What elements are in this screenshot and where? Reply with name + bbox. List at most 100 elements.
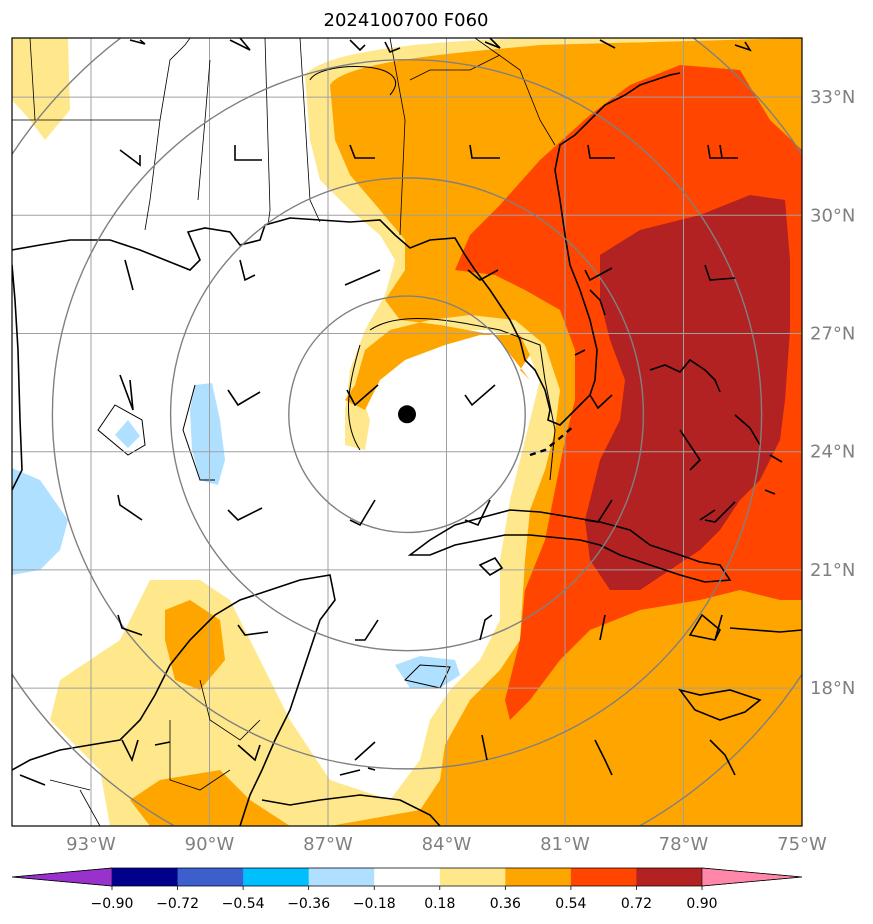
wind-barb — [234, 145, 262, 161]
lon-tick-label: 81°W — [540, 834, 590, 855]
colorbar-segment — [439, 868, 506, 886]
colorbar-segment — [177, 868, 244, 886]
jamaica — [688, 613, 802, 641]
colorbar-tick-label: 0.36 — [490, 896, 521, 912]
wind-barb — [117, 614, 143, 636]
contour-lines — [97, 66, 556, 689]
lon-tick-label: 93°W — [66, 834, 116, 855]
field-neg-small-patch — [115, 420, 140, 448]
wind-barb — [599, 39, 616, 49]
wind-barb — [354, 741, 376, 761]
wind-barb — [707, 144, 738, 159]
wind-barbs — [19, 38, 752, 786]
map-title: 2024100700 F060 — [324, 10, 489, 31]
wind-barb — [229, 38, 251, 51]
range-ring — [51, 58, 763, 770]
wind-barb — [719, 144, 723, 159]
state-borders — [12, 38, 556, 236]
wind-barb — [129, 39, 146, 45]
lat-tick-label: 21°N — [810, 560, 855, 581]
field-neg-west-gulf — [12, 468, 68, 575]
colorbar-tick-label: −0.72 — [156, 896, 199, 912]
wind-barb — [237, 624, 269, 636]
florida-keys — [529, 424, 576, 457]
wind-barb — [484, 38, 501, 49]
lon-tick-label: 90°W — [185, 834, 235, 855]
wind-barb — [119, 149, 141, 167]
wind-barb — [355, 619, 379, 641]
wind-barb — [237, 744, 261, 762]
colorbar-extend-low — [11, 867, 113, 887]
colorbar-tick-label: 0.90 — [686, 896, 717, 912]
range-rings — [12, 38, 802, 826]
colorbar-tick-label: −0.18 — [353, 896, 396, 912]
latitude-labels: 18°N 21°N 24°N 27°N 30°N 33°N — [810, 87, 855, 699]
wind-barb — [349, 39, 366, 52]
wind-barb — [584, 499, 613, 523]
colorbar-extend-high — [701, 867, 803, 887]
map-panel — [12, 38, 802, 826]
wind-barb — [339, 767, 376, 776]
wind-barb — [117, 494, 143, 521]
mexico-coastline — [12, 264, 336, 826]
range-ring — [288, 295, 526, 534]
isla-juventud — [478, 556, 504, 577]
colorbar-segment — [636, 868, 703, 886]
bahamas — [574, 289, 783, 521]
country-borders — [49, 679, 261, 826]
cuba-coastline — [407, 509, 732, 583]
wind-barb — [227, 389, 261, 407]
lat-tick-label: 33°N — [810, 87, 855, 108]
wind-barb — [124, 259, 134, 291]
field-0.72-0.90 — [585, 195, 790, 590]
wind-barb — [349, 144, 375, 159]
wind-barb — [464, 384, 496, 407]
colorbar-segment — [308, 868, 375, 886]
wind-barb — [599, 614, 606, 641]
range-ring — [169, 177, 645, 652]
wind-barb — [589, 394, 613, 410]
colorbar-segment — [112, 868, 179, 886]
colorbar-segment — [505, 868, 572, 886]
lon-tick-label: 75°W — [777, 834, 827, 855]
wind-barb — [239, 259, 256, 282]
colorbar-tick-label: −0.36 — [287, 896, 330, 912]
colorbar-tick-label: −0.54 — [222, 896, 265, 912]
wind-barb — [594, 739, 613, 776]
wind-barb — [587, 144, 615, 159]
lon-tick-label: 87°W — [303, 834, 353, 855]
lon-tick-label: 84°W — [422, 834, 472, 855]
colorbar-tick-label: 0.18 — [424, 896, 455, 912]
storm-center-marker — [398, 405, 416, 424]
colorbar-segment — [243, 868, 310, 886]
colorbar-segment — [374, 868, 441, 886]
wind-barb — [584, 267, 613, 282]
wind-barb — [119, 374, 134, 411]
wind-barb — [121, 739, 139, 763]
lat-tick-label: 24°N — [810, 442, 855, 463]
colorbar-tick-label: 0.72 — [621, 896, 652, 912]
colorbar-tick-label: −0.90 — [91, 896, 134, 912]
wind-barb — [709, 739, 736, 776]
colorbar: −0.90 −0.72 −0.54 −0.36 −0.18 0.18 0.36 0.54 0.7… — [11, 867, 803, 912]
wind-barb — [704, 264, 736, 281]
central-america-coastline — [261, 794, 441, 826]
wind-barb — [481, 734, 488, 761]
wind-barb — [227, 507, 263, 521]
wind-barb — [344, 269, 381, 286]
wind-barb — [349, 499, 376, 527]
hispaniola — [678, 688, 762, 721]
wind-barb — [479, 614, 493, 641]
wind-barb — [467, 269, 499, 281]
wind-barb — [19, 774, 46, 786]
us-gulf-coastline — [12, 72, 681, 426]
wind-barb — [469, 144, 500, 159]
lat-tick-label: 18°N — [810, 678, 855, 699]
wind-barb — [704, 501, 736, 523]
coastlines — [12, 38, 802, 826]
lat-tick-label: 30°N — [810, 205, 855, 226]
wind-barb — [734, 41, 752, 52]
colorbar-segment — [570, 868, 637, 886]
wind-barb — [346, 384, 379, 407]
